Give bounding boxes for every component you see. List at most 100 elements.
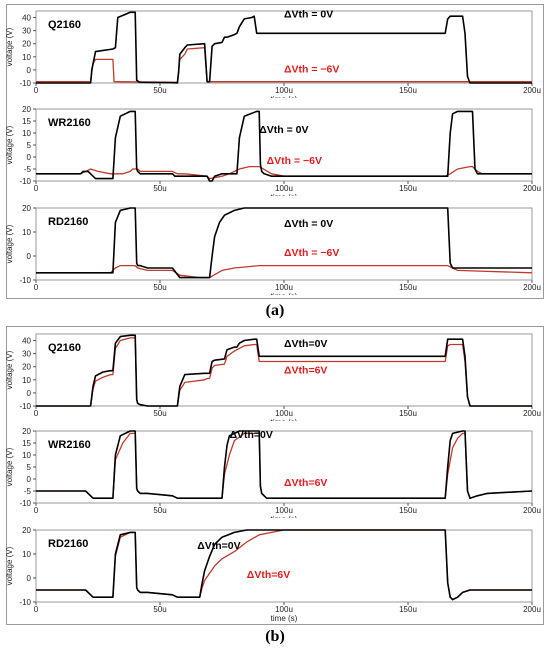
y-tick-label: 5 <box>27 463 32 472</box>
annotation-label: ΔVth=0V <box>197 540 240 552</box>
y-tick-label: 15 <box>22 439 31 448</box>
y-tick-label: 30 <box>22 350 31 359</box>
x-tick-label: 200u <box>523 605 541 614</box>
series-line-black <box>36 11 532 84</box>
x-tick-label: 50u <box>153 605 166 614</box>
x-tick-label: 150u <box>399 605 417 614</box>
x-tick-label: 100u <box>275 184 293 193</box>
x-tick-label: 50u <box>153 86 166 95</box>
panel-title: Q2160 <box>48 19 81 31</box>
y-axis-label: voltage (V) <box>5 546 14 585</box>
x-tick-label: 50u <box>153 283 166 292</box>
x-axis-label: time (s) <box>271 95 298 98</box>
series-line-black <box>36 334 532 407</box>
series-line-black <box>36 430 533 499</box>
plot-area <box>35 529 533 603</box>
y-tick-label: 10 <box>22 376 31 385</box>
y-tick-label: -10 <box>19 79 31 88</box>
annotation-label: ΔVth=6V <box>247 569 290 581</box>
x-tick-label: 200u <box>523 283 541 292</box>
y-tick-label: -10 <box>19 177 31 186</box>
y-tick-label: 5 <box>27 141 32 150</box>
x-tick-label: 0 <box>34 184 39 193</box>
x-axis-label: time (s) <box>271 515 298 518</box>
y-tick-label: 20 <box>22 105 31 114</box>
caption-a: (a) <box>265 302 285 319</box>
y-axis-label: voltage (V) <box>5 350 14 389</box>
y-axis-label: voltage (V) <box>5 125 14 164</box>
panel-title: RD2160 <box>48 538 88 550</box>
x-tick-label: 0 <box>34 283 39 292</box>
y-tick-label: 10 <box>22 451 31 460</box>
series-line-black <box>36 529 532 601</box>
x-tick-label: 0 <box>34 409 39 418</box>
annotation-label: ΔVth=6V <box>284 477 327 489</box>
y-tick-label: 40 <box>22 14 31 23</box>
y-tick-label: 0 <box>27 252 32 261</box>
x-axis-label: time (s) <box>271 292 298 295</box>
annotation-label: ΔVth = 0V <box>259 124 308 136</box>
y-tick-label: 20 <box>22 204 31 213</box>
x-tick-label: 0 <box>34 605 39 614</box>
x-tick-label: 100u <box>275 506 293 515</box>
x-tick-label: 150u <box>399 409 417 418</box>
x-tick-label: 150u <box>399 86 417 95</box>
x-tick-label: 0 <box>34 86 39 95</box>
x-tick-label: 150u <box>399 184 417 193</box>
annotation-label: ΔVth = 0V <box>284 218 333 230</box>
y-axis-label: voltage (V) <box>5 447 14 486</box>
y-axis-label: voltage (V) <box>5 224 14 263</box>
y-tick-label: 10 <box>22 550 31 559</box>
x-tick-label: 200u <box>523 184 541 193</box>
plot-area <box>35 10 533 84</box>
chart-wr2160-a: -10 -5 0 5 10 15 20 0 50u 100u 150u 200u time (s) vol… <box>5 105 541 196</box>
y-tick-label: 30 <box>22 27 31 36</box>
plot-area <box>35 108 533 182</box>
annotation-label: ΔVth = −6V <box>284 64 339 76</box>
x-tick-label: 50u <box>153 409 166 418</box>
y-tick-label: -10 <box>19 499 31 508</box>
x-tick-label: 0 <box>34 506 39 515</box>
chart-wr2160-b: -10 -5 0 5 10 15 20 0 50u 100u 150u 200u time (s) vol… <box>5 427 541 518</box>
y-tick-label: -10 <box>19 402 31 411</box>
y-tick-label: 20 <box>22 40 31 49</box>
y-tick-label: 0 <box>27 475 32 484</box>
y-tick-label: 0 <box>27 389 32 398</box>
y-tick-label: 0 <box>27 153 32 162</box>
plot-area <box>35 333 533 407</box>
x-tick-label: 100u <box>275 283 293 292</box>
y-tick-label: 20 <box>22 363 31 372</box>
x-axis-label: time (s) <box>271 193 298 196</box>
y-tick-label: 10 <box>22 129 31 138</box>
plot-area <box>35 430 533 504</box>
panel-title: WR2160 <box>48 439 91 451</box>
series-line-black <box>36 110 532 182</box>
panel-title: Q2160 <box>48 342 81 354</box>
y-tick-label: -10 <box>19 598 31 607</box>
y-tick-label: 10 <box>22 228 31 237</box>
annotation-label: ΔVth = −6V <box>284 247 339 259</box>
y-axis-label: voltage (V) <box>5 27 14 66</box>
series-line-black <box>36 207 532 279</box>
panel-title: WR2160 <box>48 117 91 129</box>
x-tick-label: 200u <box>523 409 541 418</box>
x-tick-label: 100u <box>275 605 293 614</box>
x-tick-label: 150u <box>399 283 417 292</box>
annotation-label: ΔVth = 0V <box>284 9 333 21</box>
y-tick-label: 20 <box>22 526 31 535</box>
x-tick-label: 50u <box>153 184 166 193</box>
panel-title: RD2160 <box>48 216 88 228</box>
x-tick-label: 150u <box>399 506 417 515</box>
y-tick-label: 40 <box>22 337 31 346</box>
caption-b: (b) <box>265 628 285 645</box>
x-axis-label: time (s) <box>271 614 298 623</box>
y-tick-label: -5 <box>24 487 32 496</box>
series-line-red <box>36 337 532 407</box>
x-tick-label: 200u <box>523 86 541 95</box>
x-tick-label: 100u <box>275 409 293 418</box>
annotation-label: ΔVth=0V <box>229 429 272 441</box>
annotation-label: ΔVth=6V <box>284 364 327 376</box>
x-tick-label: 50u <box>153 506 166 515</box>
